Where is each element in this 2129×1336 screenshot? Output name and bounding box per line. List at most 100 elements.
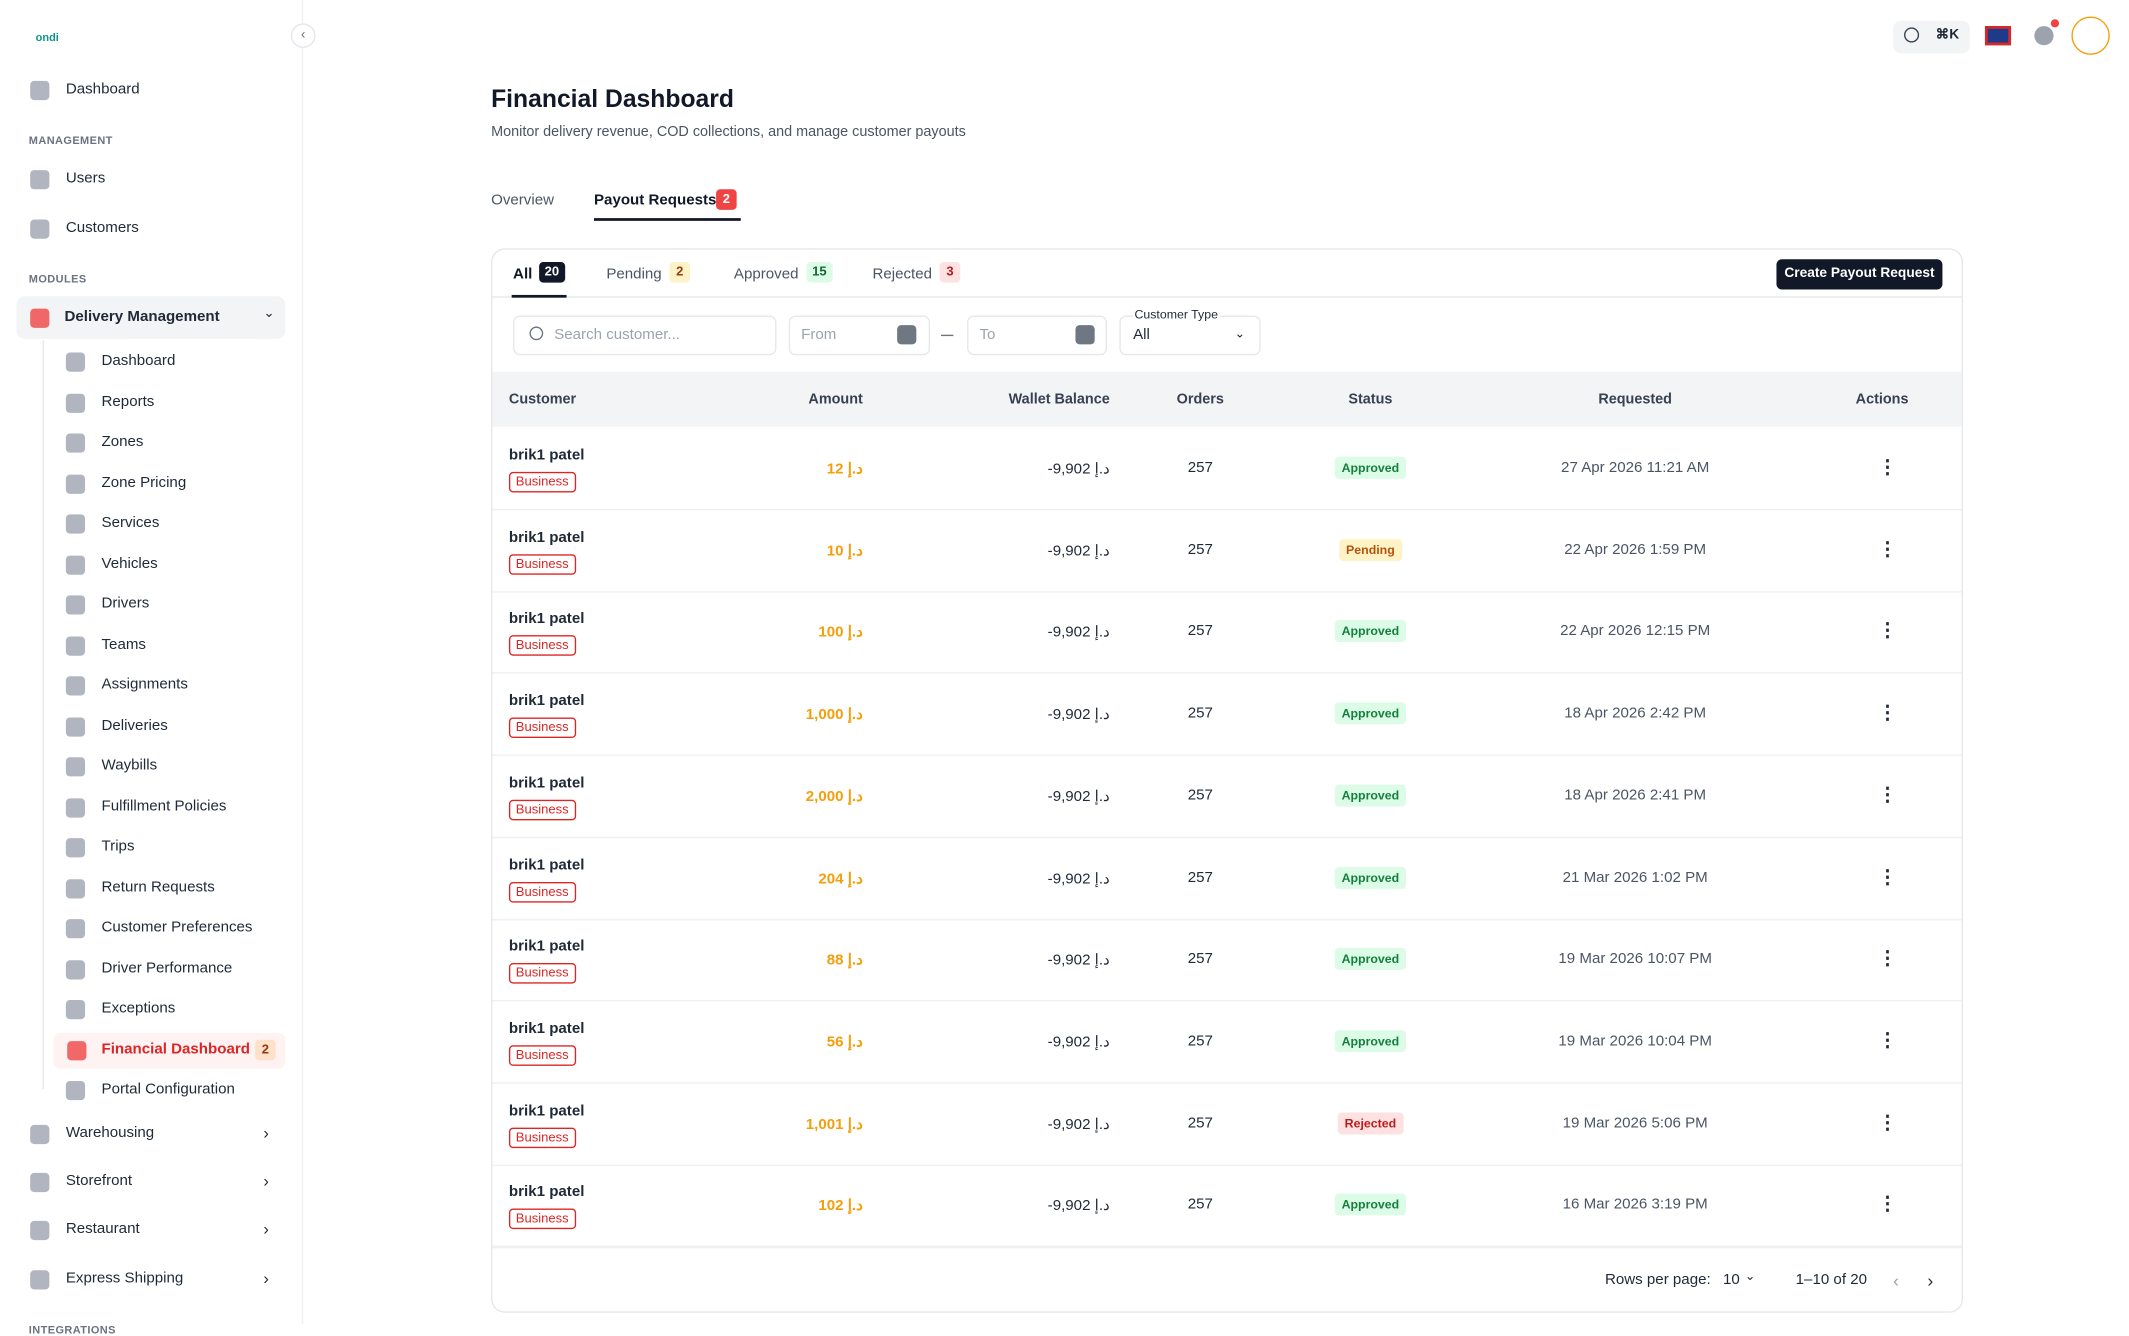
nav-item[interactable]: Warehousing (65, 1124, 155, 1142)
nav-item[interactable]: Storefront (65, 1172, 133, 1190)
tab[interactable]: Payout Requests (593, 192, 717, 209)
row-actions[interactable]: ⋮ (1877, 537, 1898, 560)
row-divider (492, 918, 1962, 920)
nav-subitem[interactable]: Fulfillment Policies (101, 797, 227, 815)
nav-item[interactable]: Dashboard (65, 80, 140, 98)
collapse-button[interactable]: ‹ (290, 23, 316, 49)
nav-subitem[interactable]: Zone Pricing (101, 473, 187, 491)
nav-icon (30, 219, 50, 239)
chevron: ⌄ (263, 305, 275, 321)
nav-item[interactable]: Users (65, 170, 106, 187)
calendar-icon (1075, 325, 1095, 345)
customer-tag: Business (508, 553, 576, 575)
column-header: Orders (1176, 390, 1224, 408)
nav-subitem[interactable]: Return Requests (101, 878, 215, 896)
avatar[interactable] (2071, 16, 2110, 55)
status-badge: Approved (1334, 1193, 1407, 1216)
settings-icon[interactable] (2034, 26, 2054, 46)
orders: 257 (1187, 787, 1213, 804)
from-input[interactable] (788, 315, 931, 356)
row-actions[interactable]: ⋮ (1877, 701, 1898, 724)
filter-tab[interactable]: Pending (606, 266, 662, 283)
to-input[interactable] (967, 315, 1108, 356)
nav-subitem[interactable]: Waybills (101, 757, 158, 774)
nav-subitem[interactable]: Services (101, 514, 160, 531)
row-divider (492, 1164, 1962, 1166)
filter-tab[interactable]: All (513, 266, 533, 283)
status-badge: Approved (1334, 784, 1407, 807)
pagination-divider (492, 1246, 1962, 1249)
nav-subitem[interactable]: Driver Performance (101, 959, 233, 977)
search-input[interactable] (513, 315, 777, 356)
orders: 257 (1187, 1196, 1213, 1214)
status-badge: Approved (1334, 866, 1407, 889)
nav-item[interactable]: Express Shipping (65, 1270, 184, 1287)
nav-heading: MANAGEMENT (28, 134, 113, 147)
wallet-balance: -9,902 د.إ (1047, 624, 1110, 642)
filter-tab[interactable]: Approved (733, 266, 799, 283)
nav-icon (30, 1270, 50, 1290)
create-button[interactable]: Create Payout Request (1776, 259, 1943, 290)
nav-subitem[interactable]: Financial Dashboard (101, 1040, 250, 1057)
row-actions[interactable]: ⋮ (1877, 783, 1898, 805)
wallet-balance: -9,902 د.إ (1047, 952, 1110, 969)
nav-subitem[interactable]: Zones (101, 433, 144, 450)
nav-heading: INTEGRATIONS (28, 1323, 116, 1336)
nav-group[interactable]: Delivery Management (64, 308, 220, 326)
amount: 1,000 د.إ (805, 706, 863, 724)
column-header: Requested (1598, 390, 1672, 408)
nav-subitem[interactable]: Assignments (101, 676, 188, 693)
customer-type-value: All (1133, 326, 1150, 343)
chevron-right: › (263, 1219, 269, 1239)
customer-type-label: Customer Type (1133, 307, 1220, 321)
language-flag[interactable] (1984, 26, 2012, 46)
wallet-balance: -9,902 د.إ (1047, 1116, 1110, 1133)
nav-item[interactable]: Restaurant (65, 1220, 140, 1238)
nav-subitem[interactable]: Teams (101, 635, 146, 653)
row-actions[interactable]: ⋮ (1877, 1110, 1898, 1133)
nav-subitem[interactable]: Vehicles (101, 554, 158, 572)
customer-tag: Business (508, 1045, 576, 1066)
nav-icon (65, 797, 86, 817)
card (491, 248, 1964, 1313)
row-actions[interactable]: ⋮ (1877, 619, 1898, 642)
row-divider (492, 590, 1962, 593)
nav-subitem[interactable]: Drivers (101, 595, 150, 612)
row-divider (492, 508, 1962, 511)
row-actions[interactable]: ⋮ (1877, 864, 1898, 887)
row-actions[interactable]: ⋮ (1877, 455, 1898, 478)
status-badge: Rejected (1337, 1111, 1404, 1134)
customer-tag: Business (508, 799, 576, 821)
nav-subitem[interactable]: Customer Preferences (101, 919, 253, 936)
status-badge: Approved (1334, 948, 1407, 971)
tab[interactable]: Overview (491, 192, 554, 209)
nav-subitem[interactable]: Reports (101, 393, 155, 410)
nav-item[interactable]: Customers (65, 219, 139, 236)
nav-icon (65, 878, 86, 898)
row-actions[interactable]: ⋮ (1877, 1028, 1898, 1051)
nav-subitem[interactable]: Dashboard (101, 352, 176, 370)
orders: 257 (1187, 705, 1213, 722)
nav-subitem[interactable]: Exceptions (101, 1000, 176, 1017)
tree-line (42, 340, 44, 1090)
customer-tag: Business (508, 635, 576, 657)
nav-subitem[interactable]: Portal Configuration (101, 1080, 235, 1098)
filter-tab[interactable]: Rejected (872, 266, 933, 283)
nav-icon (65, 473, 86, 494)
row-actions[interactable]: ⋮ (1877, 1192, 1898, 1215)
customer-name: brik1 patel (508, 1184, 585, 1201)
nav-subitem[interactable]: Deliveries (101, 716, 168, 734)
nav-subitem[interactable]: Trips (101, 838, 135, 855)
rows-value[interactable]: 10 (1722, 1271, 1740, 1289)
nav-icon (67, 1040, 87, 1060)
requested: 16 Mar 2026 3:19 PM (1562, 1196, 1708, 1214)
requested: 19 Mar 2026 5:06 PM (1562, 1114, 1708, 1132)
pagination-next[interactable]: › (1927, 1270, 1934, 1291)
amount: 1,001 د.إ (805, 1116, 863, 1133)
nav-icon (65, 433, 86, 453)
pagination-prev[interactable]: ‹ (1893, 1270, 1900, 1291)
nav-icon (30, 170, 50, 190)
row-actions[interactable]: ⋮ (1877, 946, 1898, 969)
